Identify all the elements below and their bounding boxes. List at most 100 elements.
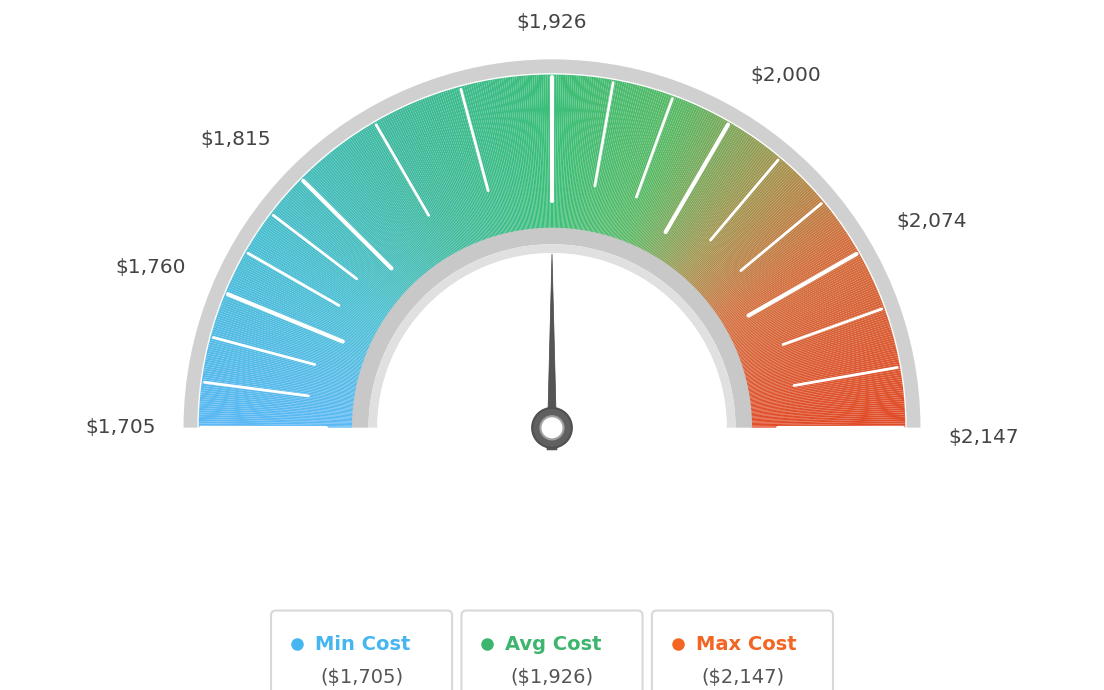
- Wedge shape: [355, 133, 443, 263]
- Wedge shape: [232, 277, 372, 344]
- Wedge shape: [264, 222, 391, 313]
- Wedge shape: [321, 159, 424, 277]
- Wedge shape: [330, 151, 428, 273]
- Wedge shape: [470, 83, 508, 235]
- Wedge shape: [746, 351, 898, 386]
- Wedge shape: [658, 130, 743, 261]
- Wedge shape: [749, 382, 902, 403]
- Wedge shape: [721, 240, 852, 324]
- Wedge shape: [747, 359, 899, 391]
- Wedge shape: [291, 188, 406, 294]
- Wedge shape: [215, 319, 363, 368]
- Wedge shape: [735, 290, 878, 351]
- Wedge shape: [302, 177, 413, 287]
- Wedge shape: [276, 206, 397, 304]
- Wedge shape: [440, 92, 490, 239]
- Wedge shape: [633, 104, 697, 246]
- Wedge shape: [697, 186, 811, 293]
- Wedge shape: [722, 246, 856, 326]
- Wedge shape: [357, 132, 444, 262]
- Wedge shape: [236, 268, 375, 339]
- Wedge shape: [200, 399, 354, 413]
- Text: Min Cost: Min Cost: [315, 635, 410, 654]
- Wedge shape: [248, 246, 382, 326]
- Wedge shape: [278, 203, 399, 302]
- Wedge shape: [750, 393, 904, 409]
- Wedge shape: [456, 88, 499, 237]
- Wedge shape: [315, 164, 420, 280]
- Wedge shape: [514, 77, 532, 230]
- Wedge shape: [661, 133, 749, 263]
- Wedge shape: [732, 277, 872, 344]
- Circle shape: [532, 408, 572, 448]
- Wedge shape: [244, 254, 379, 331]
- Wedge shape: [223, 298, 368, 356]
- Wedge shape: [208, 348, 359, 384]
- Wedge shape: [602, 86, 643, 236]
- Wedge shape: [687, 169, 794, 283]
- Wedge shape: [736, 296, 881, 355]
- Wedge shape: [656, 126, 737, 259]
- Wedge shape: [639, 110, 709, 250]
- Wedge shape: [274, 208, 396, 305]
- Wedge shape: [304, 175, 413, 286]
- Wedge shape: [222, 300, 367, 357]
- FancyBboxPatch shape: [272, 611, 453, 690]
- Wedge shape: [569, 76, 583, 230]
- Wedge shape: [247, 248, 381, 328]
- Wedge shape: [307, 172, 415, 285]
- Wedge shape: [479, 81, 512, 233]
- Wedge shape: [329, 152, 427, 274]
- Wedge shape: [720, 239, 851, 322]
- Wedge shape: [664, 136, 753, 264]
- Wedge shape: [747, 366, 900, 394]
- Wedge shape: [587, 80, 616, 233]
- Wedge shape: [201, 390, 354, 408]
- Wedge shape: [256, 233, 386, 319]
- Wedge shape: [233, 273, 373, 342]
- Wedge shape: [216, 315, 364, 365]
- Wedge shape: [705, 203, 826, 302]
- Wedge shape: [750, 395, 904, 411]
- Wedge shape: [361, 130, 446, 261]
- Wedge shape: [740, 313, 887, 364]
- Wedge shape: [367, 126, 448, 259]
- Wedge shape: [212, 329, 361, 373]
- Wedge shape: [282, 199, 401, 300]
- Wedge shape: [200, 393, 354, 409]
- Wedge shape: [266, 218, 392, 311]
- Wedge shape: [731, 273, 871, 342]
- Wedge shape: [572, 77, 590, 230]
- Wedge shape: [372, 123, 452, 257]
- Wedge shape: [737, 300, 882, 357]
- Wedge shape: [707, 206, 828, 304]
- Wedge shape: [199, 415, 353, 422]
- Wedge shape: [713, 220, 839, 312]
- Wedge shape: [200, 406, 353, 417]
- Wedge shape: [742, 325, 891, 371]
- Wedge shape: [609, 90, 657, 238]
- Wedge shape: [267, 217, 393, 310]
- Wedge shape: [700, 193, 817, 297]
- Wedge shape: [665, 137, 754, 265]
- Wedge shape: [203, 368, 357, 395]
- Wedge shape: [257, 231, 386, 318]
- Wedge shape: [573, 77, 592, 230]
- Wedge shape: [296, 183, 408, 291]
- Wedge shape: [503, 77, 526, 231]
- Wedge shape: [232, 275, 373, 343]
- Wedge shape: [742, 321, 890, 368]
- Wedge shape: [734, 288, 877, 350]
- Wedge shape: [562, 75, 572, 229]
- Wedge shape: [725, 254, 860, 331]
- Wedge shape: [747, 364, 900, 393]
- Wedge shape: [635, 106, 700, 248]
- Wedge shape: [314, 166, 418, 282]
- Wedge shape: [208, 346, 359, 383]
- Wedge shape: [468, 84, 507, 235]
- Wedge shape: [716, 229, 846, 317]
- Wedge shape: [263, 224, 390, 314]
- Wedge shape: [659, 130, 745, 262]
- Text: $2,000: $2,000: [751, 66, 821, 86]
- Wedge shape: [220, 306, 365, 360]
